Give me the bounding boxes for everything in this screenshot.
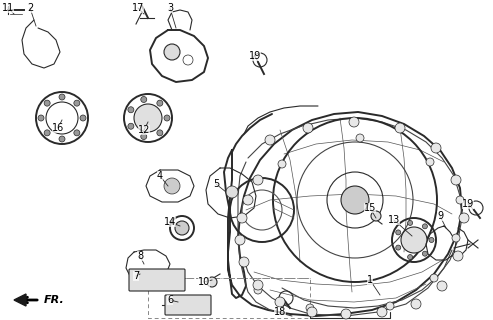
Circle shape [157, 130, 163, 136]
Circle shape [164, 44, 180, 60]
Circle shape [456, 196, 464, 204]
Circle shape [237, 213, 247, 223]
Circle shape [429, 237, 434, 243]
Circle shape [175, 221, 189, 235]
Circle shape [275, 297, 285, 307]
Circle shape [254, 286, 262, 294]
Circle shape [386, 302, 394, 310]
Text: 16: 16 [52, 123, 64, 133]
Text: 17: 17 [132, 3, 144, 13]
Circle shape [431, 143, 441, 153]
Circle shape [59, 94, 65, 100]
Text: 13: 13 [388, 215, 400, 225]
Circle shape [141, 133, 147, 140]
Circle shape [377, 307, 387, 317]
Circle shape [128, 107, 134, 113]
Text: 19: 19 [462, 199, 474, 209]
Text: 14: 14 [164, 217, 176, 227]
Circle shape [341, 309, 351, 319]
Circle shape [141, 96, 147, 102]
Circle shape [278, 160, 286, 168]
Circle shape [134, 104, 162, 132]
Circle shape [396, 230, 401, 235]
Circle shape [426, 158, 434, 166]
Circle shape [164, 178, 180, 194]
Circle shape [80, 115, 86, 121]
Text: FR.: FR. [44, 295, 65, 305]
Circle shape [38, 115, 44, 121]
Circle shape [453, 251, 463, 261]
Circle shape [253, 280, 263, 290]
Circle shape [452, 234, 460, 242]
Text: 5: 5 [213, 179, 219, 189]
Text: 4: 4 [157, 171, 163, 181]
Circle shape [59, 136, 65, 142]
Circle shape [164, 115, 170, 121]
Circle shape [411, 299, 421, 309]
Circle shape [408, 255, 413, 260]
Text: 8: 8 [137, 251, 143, 261]
Circle shape [371, 211, 381, 221]
Circle shape [341, 186, 369, 214]
Text: 1: 1 [367, 275, 373, 285]
Text: 6: 6 [167, 295, 173, 305]
Circle shape [423, 224, 427, 229]
Circle shape [396, 245, 401, 250]
Circle shape [307, 307, 317, 317]
Circle shape [265, 135, 275, 145]
Text: 12: 12 [138, 125, 150, 135]
Circle shape [356, 134, 364, 142]
Circle shape [459, 213, 469, 223]
Text: 2: 2 [27, 3, 33, 13]
Circle shape [401, 227, 427, 253]
Circle shape [253, 175, 263, 185]
Circle shape [207, 277, 217, 287]
Text: 10: 10 [198, 277, 210, 287]
Bar [148, 278, 310, 318]
Circle shape [430, 274, 438, 282]
Text: 19: 19 [249, 51, 261, 61]
Text: 3: 3 [167, 3, 173, 13]
Circle shape [239, 257, 249, 267]
Circle shape [395, 123, 405, 133]
FancyBboxPatch shape [129, 269, 185, 291]
Circle shape [44, 100, 50, 106]
Circle shape [74, 100, 80, 106]
Polygon shape [14, 294, 26, 306]
Text: 7: 7 [133, 271, 139, 281]
FancyBboxPatch shape [165, 295, 211, 315]
Circle shape [226, 186, 238, 198]
Circle shape [423, 251, 427, 256]
Text: 18: 18 [274, 307, 286, 317]
Circle shape [74, 130, 80, 136]
Circle shape [437, 281, 447, 291]
Circle shape [157, 100, 163, 106]
Circle shape [408, 220, 413, 225]
Text: 15: 15 [364, 203, 376, 213]
Text: 9: 9 [437, 211, 443, 221]
Circle shape [44, 130, 50, 136]
Circle shape [303, 123, 313, 133]
Circle shape [243, 195, 253, 205]
Circle shape [451, 175, 461, 185]
Circle shape [128, 123, 134, 129]
Text: 11: 11 [2, 3, 14, 13]
Circle shape [349, 117, 359, 127]
Circle shape [306, 304, 314, 312]
Circle shape [235, 235, 245, 245]
